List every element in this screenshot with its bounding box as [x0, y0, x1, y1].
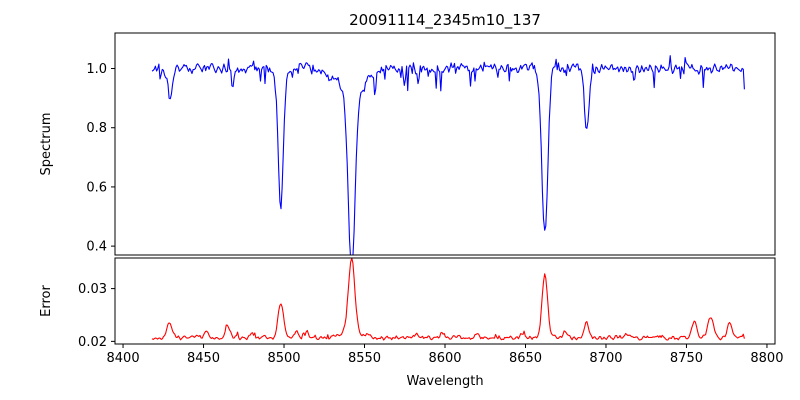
y-tick-label: 0.6: [86, 180, 107, 195]
y-tick-label: 0.03: [78, 282, 107, 297]
x-tick-label: 8400: [107, 351, 140, 366]
error-line: [151, 258, 745, 341]
chart-title: 20091114_2345m10_137: [349, 11, 541, 30]
y-tick-label: 0.8: [86, 121, 107, 136]
x-tick-label: 8600: [428, 351, 461, 366]
x-tick-label: 8750: [670, 351, 703, 366]
x-tick-label: 8450: [187, 351, 220, 366]
y-tick-label: 1.0: [86, 62, 107, 77]
x-tick-label: 8700: [589, 351, 622, 366]
y-tick-label: 0.02: [78, 335, 107, 350]
spectrum-y-axis-label: Spectrum: [39, 113, 54, 176]
spectrum-line: [151, 55, 745, 255]
error-panel-border: [114, 257, 776, 345]
x-axis-label: Wavelength: [406, 374, 483, 389]
x-tick-label: 8550: [348, 351, 381, 366]
error-y-axis-label: Error: [39, 285, 54, 317]
y-tick-label: 0.4: [86, 240, 107, 255]
x-tick-label: 8800: [750, 351, 783, 366]
x-tick-label: 8500: [267, 351, 300, 366]
spectrum-panel-border: [114, 32, 776, 256]
x-tick-label: 8650: [509, 351, 542, 366]
